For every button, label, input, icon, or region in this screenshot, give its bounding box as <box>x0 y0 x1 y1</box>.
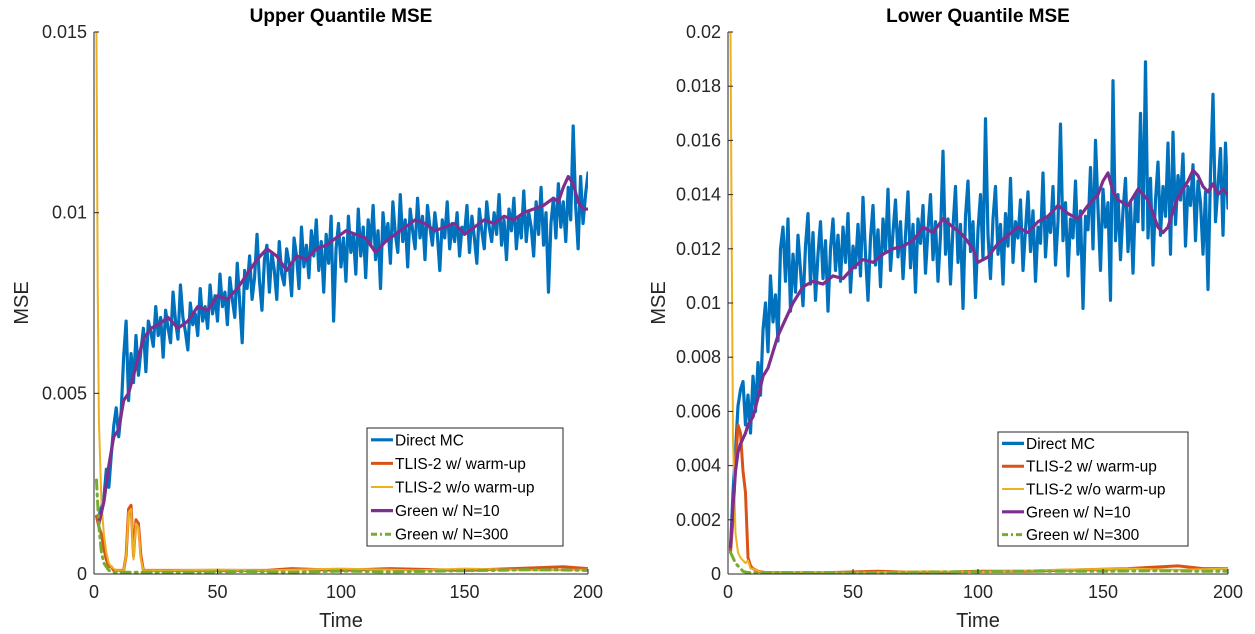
legend-entry: TLIS-2 w/ warm-up <box>395 456 526 473</box>
legend-entry: Green w/ N=10 <box>395 503 500 520</box>
chart-title: Lower Quantile MSE <box>886 6 1070 27</box>
series-line-green-w-n-10 <box>97 174 588 526</box>
legend-entry: Direct MC <box>395 432 464 449</box>
legend-entry: TLIS-2 w/o warm-up <box>395 480 535 497</box>
series-line-green-w-n-300 <box>729 550 1228 574</box>
series-layer <box>728 32 1228 574</box>
y-axis-label: MSE <box>11 281 33 324</box>
legend-box <box>366 427 564 547</box>
y-tick-label: 0.018 <box>676 76 721 96</box>
legend: Direct MC TLIS-2 w/ warm-up TLIS-2 w/o war… <box>366 427 564 547</box>
legend-entry: Green w/ N=10 <box>1026 504 1131 521</box>
y-tick-label: 0.01 <box>686 293 721 313</box>
series-layer <box>94 32 588 574</box>
x-tick-label: 150 <box>449 582 479 602</box>
y-tick-label: 0.008 <box>676 347 721 367</box>
x-tick-label: 150 <box>1088 582 1118 602</box>
y-tick-label: 0.002 <box>676 510 721 530</box>
x-tick-label: 50 <box>207 582 227 602</box>
series-line-tlis-2-w-o-warm-up <box>95 32 588 572</box>
series-line-green-w-n-300 <box>94 478 588 574</box>
x-tick-label: 200 <box>1213 582 1243 602</box>
y-tick-label: 0.012 <box>676 239 721 259</box>
legend-entry: Green w/ N=300 <box>1026 527 1140 544</box>
chart-title: Upper Quantile MSE <box>250 6 433 27</box>
x-tick-label: 0 <box>723 582 733 602</box>
legend-entry: Green w/ N=300 <box>395 527 509 544</box>
y-tick-label: 0.006 <box>676 401 721 421</box>
y-tick-label: 0.016 <box>676 130 721 150</box>
y-tick-label: 0.005 <box>42 383 87 403</box>
x-tick-label: 100 <box>963 582 993 602</box>
legend-entry: TLIS-2 w/ warm-up <box>1026 459 1157 476</box>
x-axis-label: Time <box>956 610 1000 632</box>
series-line-direct-mc <box>728 60 1228 552</box>
x-tick-label: 100 <box>326 582 356 602</box>
y-tick-label: 0.004 <box>676 456 721 476</box>
x-axis-label: Time <box>319 610 363 632</box>
lower-quantile-panel: 0 50 100 150 200 0 0.002 0.004 0.006 0.008 0.01 0.0… <box>648 6 1243 632</box>
y-tick-label: 0.014 <box>676 185 721 205</box>
legend-box <box>997 431 1189 547</box>
series-line-direct-mc <box>97 124 588 518</box>
y-tick-label: 0.02 <box>686 22 721 42</box>
y-tick-label: 0.01 <box>52 203 87 223</box>
legend-entry: Direct MC <box>1026 436 1095 453</box>
y-axis-label: MSE <box>648 281 670 324</box>
legend: Direct MC TLIS-2 w/ warm-up TLIS-2 w/o war… <box>997 431 1189 547</box>
y-tick-label: 0 <box>711 564 721 584</box>
upper-quantile-panel: 0 50 100 150 200 0 0.005 0.01 0.015 Upper Quantil… <box>11 6 603 632</box>
y-tick-label: 0.015 <box>42 22 87 42</box>
series-line-green-w-n-10 <box>728 168 1228 549</box>
x-tick-label: 50 <box>843 582 863 602</box>
legend-entry: TLIS-2 w/o warm-up <box>1026 482 1166 499</box>
x-tick-label: 200 <box>573 582 603 602</box>
x-tick-label: 0 <box>89 582 99 602</box>
y-tick-label: 0 <box>77 564 87 584</box>
